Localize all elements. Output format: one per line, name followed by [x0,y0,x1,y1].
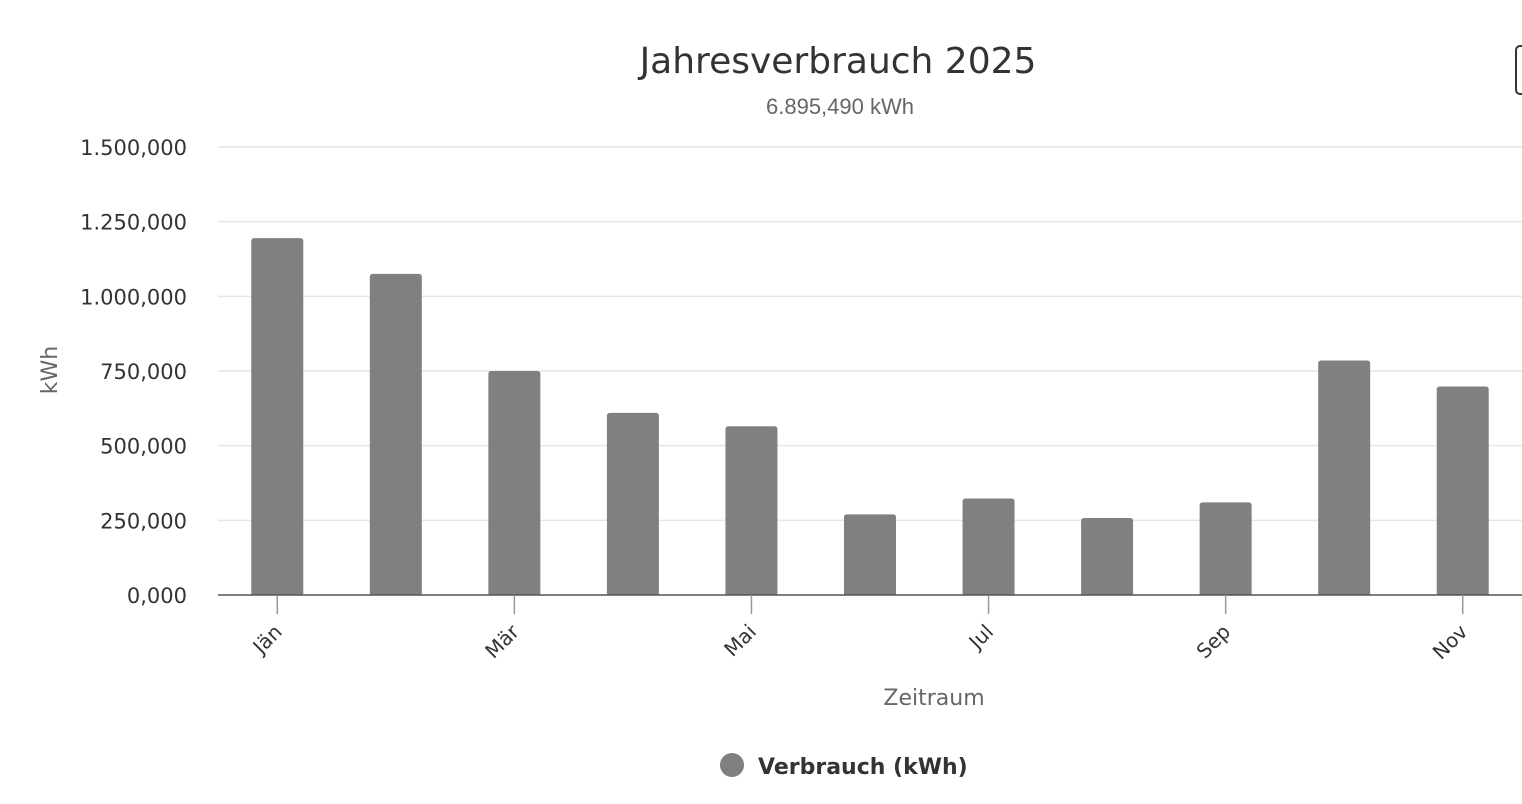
bar-jun[interactable] [844,514,896,595]
bar-mär[interactable] [488,371,541,595]
y-tick-label: 1.000,000 [80,285,187,309]
y-axis-ticks: 0,000 250,000 500,000 750,000 1.000,000 1.250… [80,136,187,608]
gridlines [218,146,1522,522]
y-tick-label: 250,000 [100,509,187,533]
legend-label: Verbrauch (kWh) [758,755,968,780]
legend-item[interactable]: Verbrauch (kWh) [720,753,968,780]
bar-aug[interactable] [1081,517,1134,595]
legend-symbol [720,753,744,777]
bar-nov[interactable] [1436,386,1489,595]
y-tick-label: 0,000 [127,584,187,608]
y-tick-label: 500,000 [100,435,187,459]
x-axis-ticks: Jän Mär Mai Jul Sep Nov [247,595,1473,664]
x-tick-label: Mär [480,619,524,663]
y-axis-title: kWh [38,346,63,394]
x-tick-label: Jul [963,620,998,655]
y-tick-label: 1.250,000 [80,211,187,235]
x-tick-label: Sep [1192,620,1236,664]
bar-jän[interactable] [251,238,304,596]
bars [251,238,1489,596]
bar-feb[interactable] [369,273,422,595]
x-tick-label: Nov [1428,619,1473,664]
chart-title: Jahresverbrauch 2025 [638,41,1037,82]
x-tick-label: Jän [247,620,287,660]
x-axis-title: Zeitraum [883,686,984,711]
y-tick-label: 1.500,000 [80,136,187,160]
export-menu-button[interactable] [1515,45,1522,95]
chart-subtitle: 6.895,490 kWh [766,94,914,119]
bar-mai[interactable] [725,426,778,595]
x-tick-label: Mai [719,620,761,662]
bar-apr[interactable] [606,412,659,595]
y-tick-label: 750,000 [100,360,187,384]
bar-okt[interactable] [1318,360,1371,595]
bar-sep[interactable] [1199,502,1252,595]
bar-jul[interactable] [962,498,1015,595]
